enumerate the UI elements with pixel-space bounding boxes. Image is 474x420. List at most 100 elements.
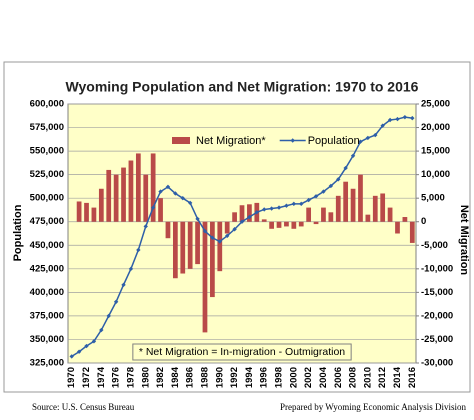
marker: [232, 227, 237, 232]
bar: [239, 205, 245, 222]
marker: [284, 203, 289, 208]
y2-tick-label: -10,000: [421, 263, 453, 274]
marker: [350, 153, 356, 158]
bar: [247, 204, 252, 222]
x-tick-label: 2016: [407, 367, 418, 388]
marker: [84, 343, 89, 349]
marker: [195, 216, 200, 222]
bar: [91, 207, 97, 222]
bar: [276, 221, 282, 228]
bar: [409, 221, 415, 243]
marker: [158, 189, 163, 194]
marker: [395, 116, 400, 122]
marker: [343, 165, 348, 171]
x-tick-label: 1978: [125, 367, 136, 388]
bar: [321, 207, 326, 222]
marker: [276, 205, 282, 210]
bar: [121, 167, 126, 222]
marker: [328, 183, 334, 189]
x-tick-label: 2008: [348, 367, 359, 388]
bar: [335, 195, 341, 222]
marker: [202, 228, 208, 234]
y-axis-title: Population: [12, 204, 24, 261]
marker: [373, 132, 378, 138]
bar: [387, 207, 393, 222]
marker: [173, 191, 178, 196]
marker: [402, 114, 408, 120]
marker: [365, 135, 371, 141]
marker: [165, 184, 171, 190]
x-tick-label: 1990: [214, 367, 225, 388]
bar: [98, 188, 104, 222]
y2-tick-label: 5,000: [421, 193, 445, 204]
bar: [158, 198, 163, 222]
marker: [76, 349, 82, 354]
marker: [121, 282, 126, 288]
marker: [187, 200, 193, 206]
marker: [210, 235, 215, 240]
source: Source: U.S. Census Bureau: [32, 402, 135, 412]
bar: [365, 214, 371, 222]
legend-label: Population: [308, 135, 360, 147]
credit: Prepared by Wyoming Economic Analysis Di…: [280, 402, 467, 412]
marker: [321, 189, 326, 194]
bar: [372, 195, 378, 222]
marker: [180, 195, 185, 201]
x-tick-label: 1994: [244, 366, 255, 388]
marker: [291, 201, 297, 207]
bar: [165, 221, 171, 239]
chart-title: Wyoming Population and Net Migration: 19…: [66, 79, 419, 95]
x-tick-label: 1986: [185, 367, 196, 388]
bar: [217, 221, 223, 272]
bar: [261, 219, 267, 222]
bar: [195, 221, 200, 265]
x-tick-label: 2006: [333, 367, 344, 388]
bar: [328, 212, 334, 222]
x-tick-label: 1974: [96, 366, 107, 388]
bar: [187, 221, 193, 269]
y-tick-label: 425,000: [30, 263, 64, 274]
x-tick-label: 1982: [155, 367, 166, 388]
legend-label: Net Migration*: [196, 135, 266, 147]
y-tick-label: 350,000: [30, 334, 64, 345]
bar: [224, 221, 230, 234]
bar: [269, 221, 274, 229]
bar: [84, 202, 89, 222]
x-tick-label: 2010: [362, 367, 373, 388]
y-tick-label: 575,000: [30, 122, 64, 133]
marker: [410, 115, 415, 121]
bar: [395, 221, 400, 234]
x-tick-label: 2014: [392, 366, 403, 388]
bar: [128, 160, 134, 222]
marker: [136, 247, 141, 253]
bar: [106, 169, 112, 222]
x-tick-label: 1972: [81, 367, 92, 388]
marker: [217, 239, 222, 244]
bar: [284, 221, 289, 227]
marker: [387, 117, 393, 123]
y2-tick-label: 0: [421, 216, 426, 227]
bar: [380, 193, 386, 222]
y2-tick-label: 20,000: [421, 122, 450, 133]
x-tick-label: 1988: [199, 367, 210, 388]
x-tick-label: 2004: [318, 366, 329, 388]
y2-tick-label: 25,000: [421, 99, 450, 110]
y-tick-label: 450,000: [30, 240, 64, 251]
x-tick-label: 2002: [303, 367, 314, 388]
marker: [269, 206, 274, 211]
bar: [306, 207, 312, 222]
marker: [113, 299, 119, 304]
marker: [262, 207, 267, 212]
marker: [299, 201, 304, 207]
y2-tick-label: -25,000: [421, 334, 453, 345]
x-tick-label: 1970: [66, 367, 77, 388]
marker: [99, 327, 104, 333]
bar: [291, 221, 297, 229]
bar: [113, 174, 119, 222]
bar: [135, 153, 141, 222]
x-tick-label: 2012: [377, 367, 388, 388]
y2-tick-label: -20,000: [421, 310, 453, 321]
x-tick-label: 1980: [140, 367, 151, 388]
bar: [350, 188, 356, 222]
marker: [247, 214, 252, 220]
